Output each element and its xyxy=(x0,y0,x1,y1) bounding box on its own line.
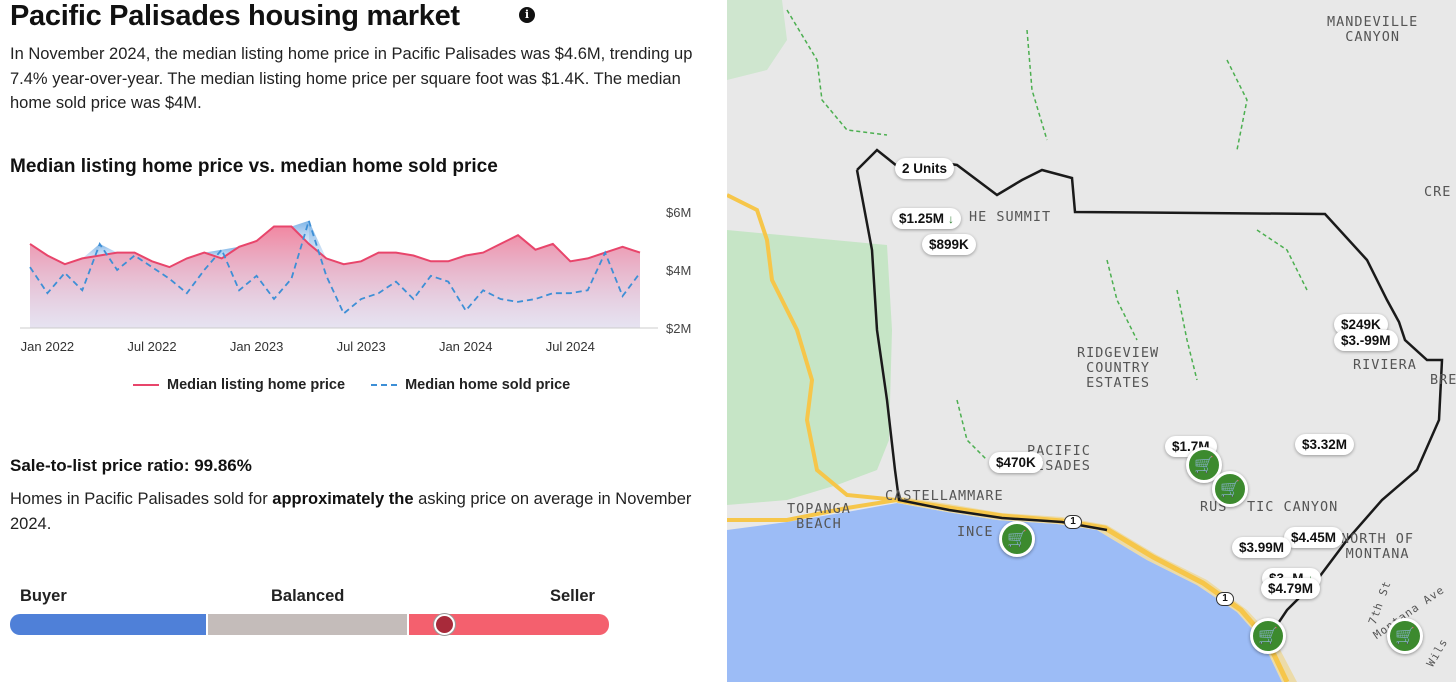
y-tick-label: $2M xyxy=(666,321,691,336)
sale-to-list-title: Sale-to-list price ratio: 99.86% xyxy=(10,456,252,475)
sold-cart-pin[interactable]: 🛒 xyxy=(1212,471,1248,507)
listing-pin-899k[interactable]: $899K xyxy=(922,234,976,255)
listing-pin-445m[interactable]: $4.45M xyxy=(1284,527,1344,548)
area-label-topanga: TOPANGA BEACH xyxy=(787,501,851,532)
seller-label: Seller xyxy=(550,587,595,605)
listing-pin-470k[interactable]: $470K xyxy=(989,452,1043,473)
buyer-label: Buyer xyxy=(20,587,67,605)
trail xyxy=(956,399,988,461)
area-label-summit: HE SUMMIT xyxy=(969,209,1052,225)
market-summary: In November 2024, the median listing hom… xyxy=(10,45,693,112)
trail xyxy=(1176,289,1198,381)
area-label-ince: INCE xyxy=(957,524,994,540)
chart-title: Median listing home price vs. median hom… xyxy=(10,156,498,177)
sold-above-area xyxy=(308,220,327,259)
highway-shield-1b: 1 xyxy=(1216,592,1234,606)
listing-pin-399m[interactable]: $3.99M xyxy=(1232,537,1292,558)
trail xyxy=(1256,229,1308,291)
listing-pin-units[interactable]: 2 Units xyxy=(895,158,955,179)
sold-cart-pin[interactable]: 🛒 xyxy=(1387,618,1423,654)
page-title: Pacific Palisades housing market xyxy=(10,0,460,32)
listing-pin-125m[interactable]: $1.25M ↓ xyxy=(892,208,962,229)
highway-coast-west xyxy=(727,498,898,522)
info-icon[interactable]: i xyxy=(519,7,535,23)
ratio-text-end: asking price on average in November 2024… xyxy=(10,490,692,533)
balanced-label: Balanced xyxy=(271,587,345,605)
listing-pin-3x99m[interactable]: $3.-99M xyxy=(1334,330,1398,351)
area-label-bre: BRE xyxy=(1430,372,1456,388)
y-tick-label: $6M xyxy=(666,205,691,220)
x-tick-label: Jul 2023 xyxy=(337,339,386,354)
area-label-north-montana: NORTH OF MONTANA xyxy=(1341,531,1415,562)
map-view[interactable]: MANDEVILLE CANYON CRE HE SUMMIT RIDGEVIE… xyxy=(727,0,1456,682)
area-label-canyon: TIC CANYON xyxy=(1247,499,1339,515)
cart-icon: 🛒 xyxy=(1395,628,1415,645)
market-panel: Pacific Palisades housing market i In No… xyxy=(0,0,727,682)
ocean xyxy=(727,503,1282,682)
sold-cart-pin[interactable]: 🛒 xyxy=(1250,618,1286,654)
area-label-cre: CRE xyxy=(1424,184,1452,200)
ratio-text-start: Homes in Pacific Palisades sold for xyxy=(10,490,273,508)
trail xyxy=(1026,29,1048,141)
legend-item-sold[interactable]: Median home sold price xyxy=(371,377,570,393)
park-area-north xyxy=(727,0,787,80)
x-tick-label: Jul 2024 xyxy=(546,339,595,354)
legend-swatch-sold xyxy=(371,384,398,386)
cart-icon: 🛒 xyxy=(1007,531,1027,548)
market-indicator-marker xyxy=(434,614,455,635)
listing-area xyxy=(30,226,640,328)
sold-cart-pin[interactable]: 🛒 xyxy=(999,521,1035,557)
area-label-castellammare: CASTELLAMMARE xyxy=(885,488,1004,504)
legend-swatch-listing xyxy=(133,384,159,386)
cart-icon: 🛒 xyxy=(1194,457,1214,474)
area-label-mandeville: MANDEVILLE CANYON xyxy=(1327,14,1419,45)
trail xyxy=(1106,259,1138,341)
cart-icon: 🛒 xyxy=(1220,481,1240,498)
legend-label-listing: Median listing home price xyxy=(167,377,346,393)
listing-pin-332m[interactable]: $3.32M xyxy=(1295,434,1355,455)
price-chart: $6M $4M $2M Jan 2022 Jul 2022 Jan 2023 Jul 202… xyxy=(20,205,691,354)
y-tick-label: $4M xyxy=(666,263,691,278)
trail xyxy=(1226,59,1248,151)
trail xyxy=(786,9,888,136)
seller-segment xyxy=(409,614,609,635)
boundary-line-west xyxy=(855,169,1108,532)
legend-item-listing[interactable]: Median listing home price xyxy=(133,377,345,393)
listing-price-line xyxy=(29,225,641,269)
highway-topanga xyxy=(727,193,898,502)
x-tick-label: Jan 2022 xyxy=(21,339,75,354)
sale-to-list-text: Homes in Pacific Palisades sold for appr… xyxy=(10,487,710,536)
cart-icon: 🛒 xyxy=(1258,628,1278,645)
balanced-segment xyxy=(208,614,407,635)
area-label-riviera: RIVIERA xyxy=(1353,357,1417,373)
listing-pin-479m[interactable]: $4.79M xyxy=(1261,578,1321,599)
area-label-ridgeview: RIDGEVIEW COUNTRY ESTATES xyxy=(1077,345,1160,391)
price-down-icon: ↓ xyxy=(948,212,955,226)
legend-label-sold: Median home sold price xyxy=(405,377,571,393)
ratio-text-emphasis: approximately the xyxy=(272,490,414,508)
highway-shield-1: 1 xyxy=(1064,515,1082,529)
pin-price: $1.25M xyxy=(899,211,945,226)
chart-legend: Median listing home price Median home so… xyxy=(133,377,596,393)
x-tick-label: Jan 2024 xyxy=(439,339,493,354)
sold-price-line xyxy=(29,217,641,315)
x-tick-label: Jul 2022 xyxy=(127,339,176,354)
buyer-segment xyxy=(10,614,206,635)
beach xyxy=(897,497,1297,682)
x-tick-label: Jan 2023 xyxy=(230,339,284,354)
listing-pin-249k[interactable]: $249K xyxy=(1334,314,1388,335)
